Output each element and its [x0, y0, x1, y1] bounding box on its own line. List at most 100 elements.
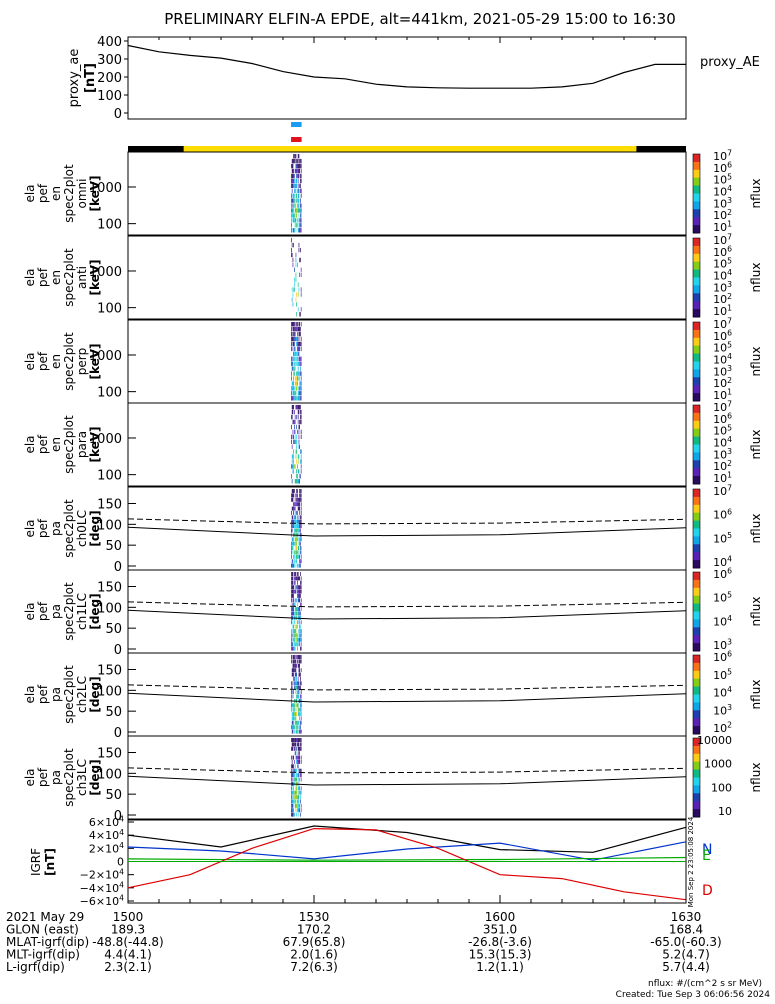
spectrogram-cell [294, 550, 295, 555]
colorbar-label: nflux [749, 179, 763, 209]
spectrogram-cell [293, 336, 294, 342]
spectrogram-cell [297, 795, 298, 800]
spectrogram-cell [291, 331, 292, 337]
spectrogram-cell [293, 203, 294, 208]
spectrogram-cell [299, 474, 300, 479]
spectrogram-cell [291, 361, 293, 366]
loss-cone-line [127, 775, 687, 786]
spectrogram-cell [294, 602, 296, 607]
spectrogram-cell [293, 795, 294, 800]
spectrogram-cell [300, 803, 302, 808]
spectrogram-cell [300, 502, 302, 507]
colorbar-segment [693, 579, 700, 589]
spectrogram-cell [293, 585, 294, 590]
spectrogram-cell [297, 168, 299, 174]
spectrogram-cell [293, 524, 294, 529]
colorbar-segment [693, 285, 700, 294]
colorbar-tick-label: 107 [713, 400, 732, 414]
colorbar-frame [692, 737, 701, 818]
spectrogram-cell [298, 351, 300, 356]
y-axis-label-line: [deg] [88, 676, 102, 712]
y-axis-label-line: en [49, 354, 63, 369]
spectrogram-cell [291, 803, 292, 808]
colorbar-segment [693, 662, 700, 672]
spectrogram-cell [292, 550, 294, 555]
spectrogram-cell [293, 690, 294, 695]
spectrogram-cell [291, 464, 293, 469]
spectrogram-cell [291, 546, 293, 551]
spectrogram-cell [293, 786, 294, 791]
spectrogram-cell [294, 223, 296, 228]
spectrogram-cell [291, 808, 292, 813]
spectrogram-cell [294, 742, 296, 747]
spectrogram-cell [297, 493, 298, 498]
spectrogram-cell [299, 768, 300, 773]
y-axis-label-line: ela [23, 435, 37, 453]
spectrogram-cell [297, 694, 298, 699]
spectrogram-cell [297, 218, 298, 223]
spectrogram-cell [297, 405, 299, 410]
spectrogram-cell [294, 198, 295, 203]
spectrogram-cell [292, 341, 294, 347]
footer-value: 15.3(15.3) [469, 948, 532, 962]
spectrogram-cell [300, 541, 301, 546]
spectrogram-cell [296, 376, 297, 381]
spectrogram-cell [300, 808, 302, 813]
colorbar-segment [693, 587, 700, 597]
spectrogram-cell [300, 434, 302, 439]
spectrogram-cell [300, 429, 302, 435]
spectrogram-cell [294, 777, 296, 782]
spectrogram-cell [297, 764, 299, 769]
spectrogram-cell [297, 746, 299, 751]
spectrogram-cell [291, 168, 293, 174]
spectrogram-cell [292, 493, 294, 498]
spectrogram-cell [294, 351, 295, 356]
spectrogram-cell [300, 554, 302, 559]
spectrogram-cell [299, 419, 300, 425]
spectrogram-cell [293, 764, 294, 769]
sc-bar-dark-left [128, 146, 184, 152]
spectrogram-cell [293, 598, 294, 603]
spectrogram-cell [297, 681, 298, 686]
spectrogram-cell [297, 228, 299, 233]
spectrogram-cell [295, 589, 297, 594]
spectrogram-cell [292, 198, 294, 203]
y-axis-label-line: pef [36, 601, 50, 621]
colorbar-tick-label: 105 [713, 256, 732, 270]
y-tick-label: 150 [97, 581, 122, 596]
spectrogram-cell [299, 712, 300, 717]
spectrogram-cell [296, 479, 297, 484]
spectrogram-cell [291, 611, 292, 616]
spectrogram-cell [291, 414, 293, 420]
spectrogram-cell [293, 624, 294, 629]
spectrogram-cell [296, 642, 297, 647]
spectrogram-cell [292, 672, 294, 677]
spectrogram-cell [292, 506, 294, 511]
spectrogram-cell [299, 576, 300, 581]
spectrogram-cell [293, 633, 294, 638]
spectrogram-cell [294, 746, 296, 751]
spectrogram-cell [298, 598, 300, 603]
spectrogram-cell [294, 637, 296, 642]
spectrogram-cell [296, 302, 297, 307]
colorbar-segment [693, 745, 700, 755]
colorbar-tick-label: 107 [713, 484, 732, 498]
spectrogram-cell [291, 593, 293, 598]
spectrogram-cell [295, 808, 297, 813]
spectrogram-cell [298, 346, 300, 352]
spectrogram-cell [297, 396, 299, 401]
colorbar-tick-label: 104 [713, 352, 732, 366]
spectrogram-cell [298, 707, 300, 712]
spectrogram-cell [296, 768, 297, 773]
spectrogram-cell [297, 585, 299, 590]
spectrogram-cell [294, 712, 296, 717]
spectrogram-cell [300, 203, 302, 208]
spectrogram-cell [293, 663, 294, 668]
spectrogram-cell [294, 228, 295, 233]
spectrogram-cell [297, 376, 299, 381]
spectrogram-cell [300, 449, 301, 454]
footer-row-label: 2021 May 29 [6, 910, 84, 924]
spectrogram-cell [300, 381, 301, 386]
y-axis-label-line: pef [36, 684, 50, 704]
spectrogram-cell [291, 287, 293, 292]
